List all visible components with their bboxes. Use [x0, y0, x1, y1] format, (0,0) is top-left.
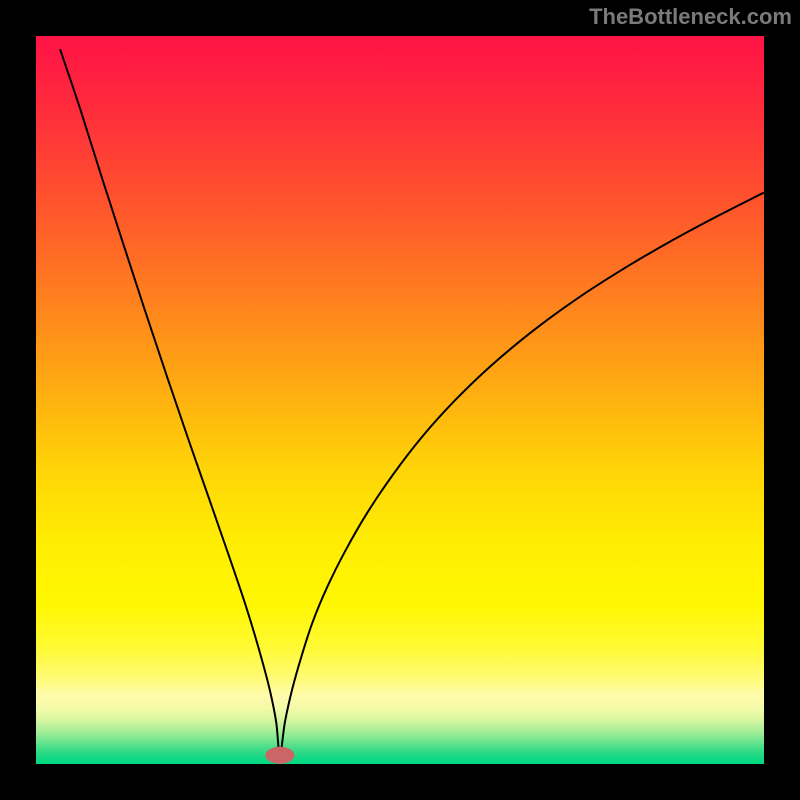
curve-layer: [36, 36, 764, 764]
plot-area: [36, 36, 764, 764]
minimum-marker: [266, 747, 294, 763]
bottleneck-curve: [60, 49, 764, 755]
chart-container: TheBottleneck.com: [0, 0, 800, 800]
watermark-text: TheBottleneck.com: [589, 4, 792, 30]
